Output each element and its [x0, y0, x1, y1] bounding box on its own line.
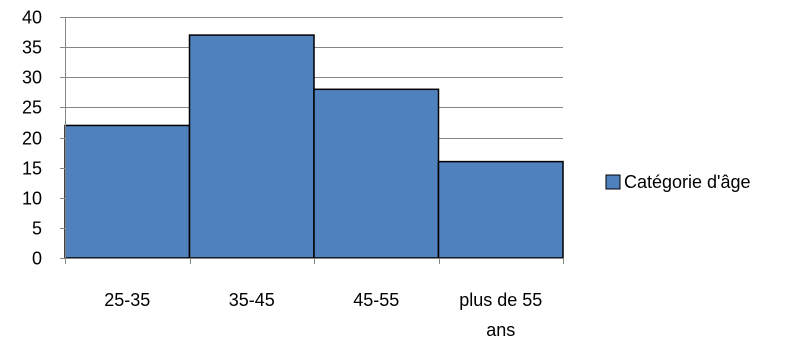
x-tick-label: 25-35	[104, 290, 150, 310]
y-tick-label: 5	[32, 219, 42, 239]
y-tick-label: 25	[22, 98, 42, 118]
axes	[60, 17, 564, 264]
x-tick-label: 45-55	[353, 290, 399, 310]
legend-label: Catégorie d'âge	[624, 172, 751, 192]
y-tick-label: 30	[22, 68, 42, 88]
y-tick-label: 10	[22, 189, 42, 209]
y-tick-label: 0	[32, 249, 42, 269]
bar	[437, 160, 564, 259]
y-tick-labels: 0 5 10 15 20 25 30 35 40	[22, 8, 42, 269]
bar	[313, 88, 440, 259]
bar	[64, 124, 191, 259]
legend-swatch	[605, 174, 621, 190]
y-tick-label: 15	[22, 159, 42, 179]
x-tick-labels: 25-35 35-45 45-55 plus de 55 ans	[104, 290, 542, 340]
y-tick-label: 40	[22, 8, 42, 28]
legend: Catégorie d'âge	[605, 172, 751, 192]
bar	[188, 34, 315, 259]
x-tick-label: 35-45	[229, 290, 275, 310]
y-tick-label: 20	[22, 129, 42, 149]
x-tick-label: plus de 55 ans	[459, 290, 542, 340]
y-tick-label: 35	[22, 38, 42, 58]
bars	[64, 34, 564, 259]
